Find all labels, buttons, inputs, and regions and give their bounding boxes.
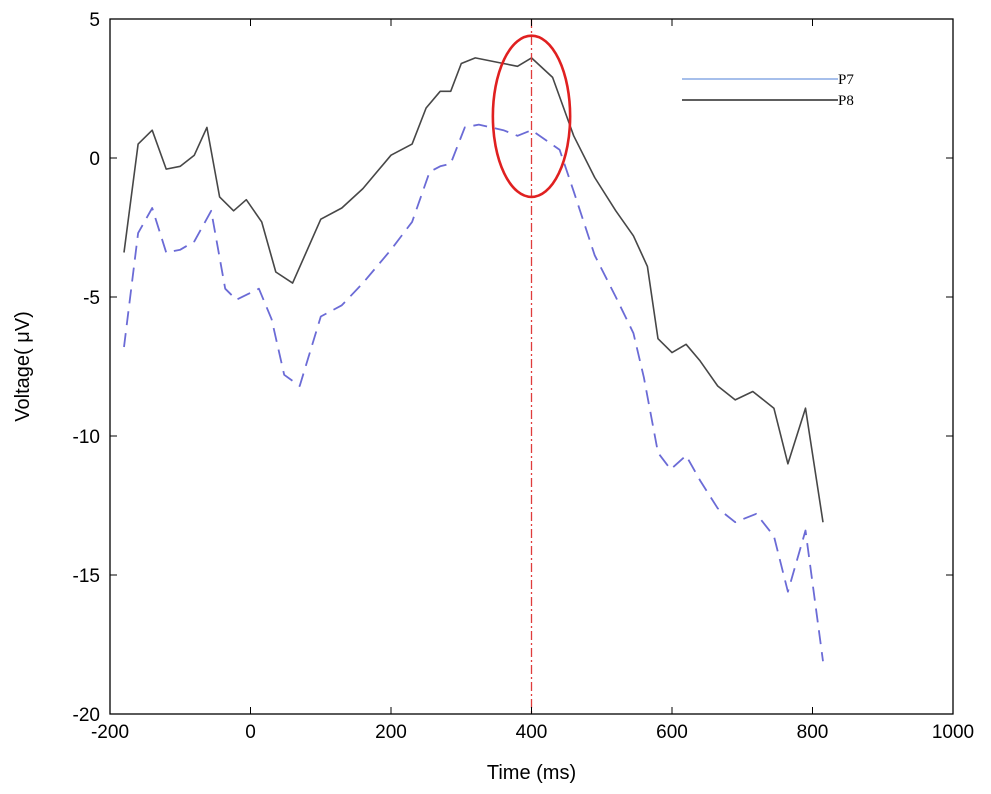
series-layer <box>123 57 824 662</box>
y-tick-label: -20 <box>73 705 100 726</box>
x-tick-label: 800 <box>797 722 829 743</box>
x-tick-label: 1000 <box>932 722 974 743</box>
series-line-p8 <box>123 57 824 523</box>
tick-layer: -200 0 200 400 600 800 1000 -20 -15 -10 -5 0 5 <box>73 10 975 743</box>
x-tick-label: 200 <box>375 722 407 743</box>
y-tick-label: 0 <box>89 149 100 170</box>
y-tick-label: -15 <box>73 566 100 587</box>
highlight-ellipse <box>491 34 572 199</box>
annotation-layer <box>491 19 572 714</box>
x-axis-title: Time (ms) <box>487 762 576 784</box>
y-axis-title: Voltage( μV) <box>12 311 34 421</box>
x-tick-label: 400 <box>516 722 548 743</box>
y-tick-label: -5 <box>83 288 100 309</box>
legend-label-p7: P7 <box>838 72 854 88</box>
y-tick-label: -10 <box>73 427 100 448</box>
x-tick-label: -200 <box>91 722 129 743</box>
x-tick-label: 600 <box>656 722 688 743</box>
y-tick-label: 5 <box>89 10 100 31</box>
x-tick-label: 0 <box>245 722 256 743</box>
series-line-p7 <box>123 123 824 662</box>
legend-label-p8: P8 <box>838 93 854 109</box>
